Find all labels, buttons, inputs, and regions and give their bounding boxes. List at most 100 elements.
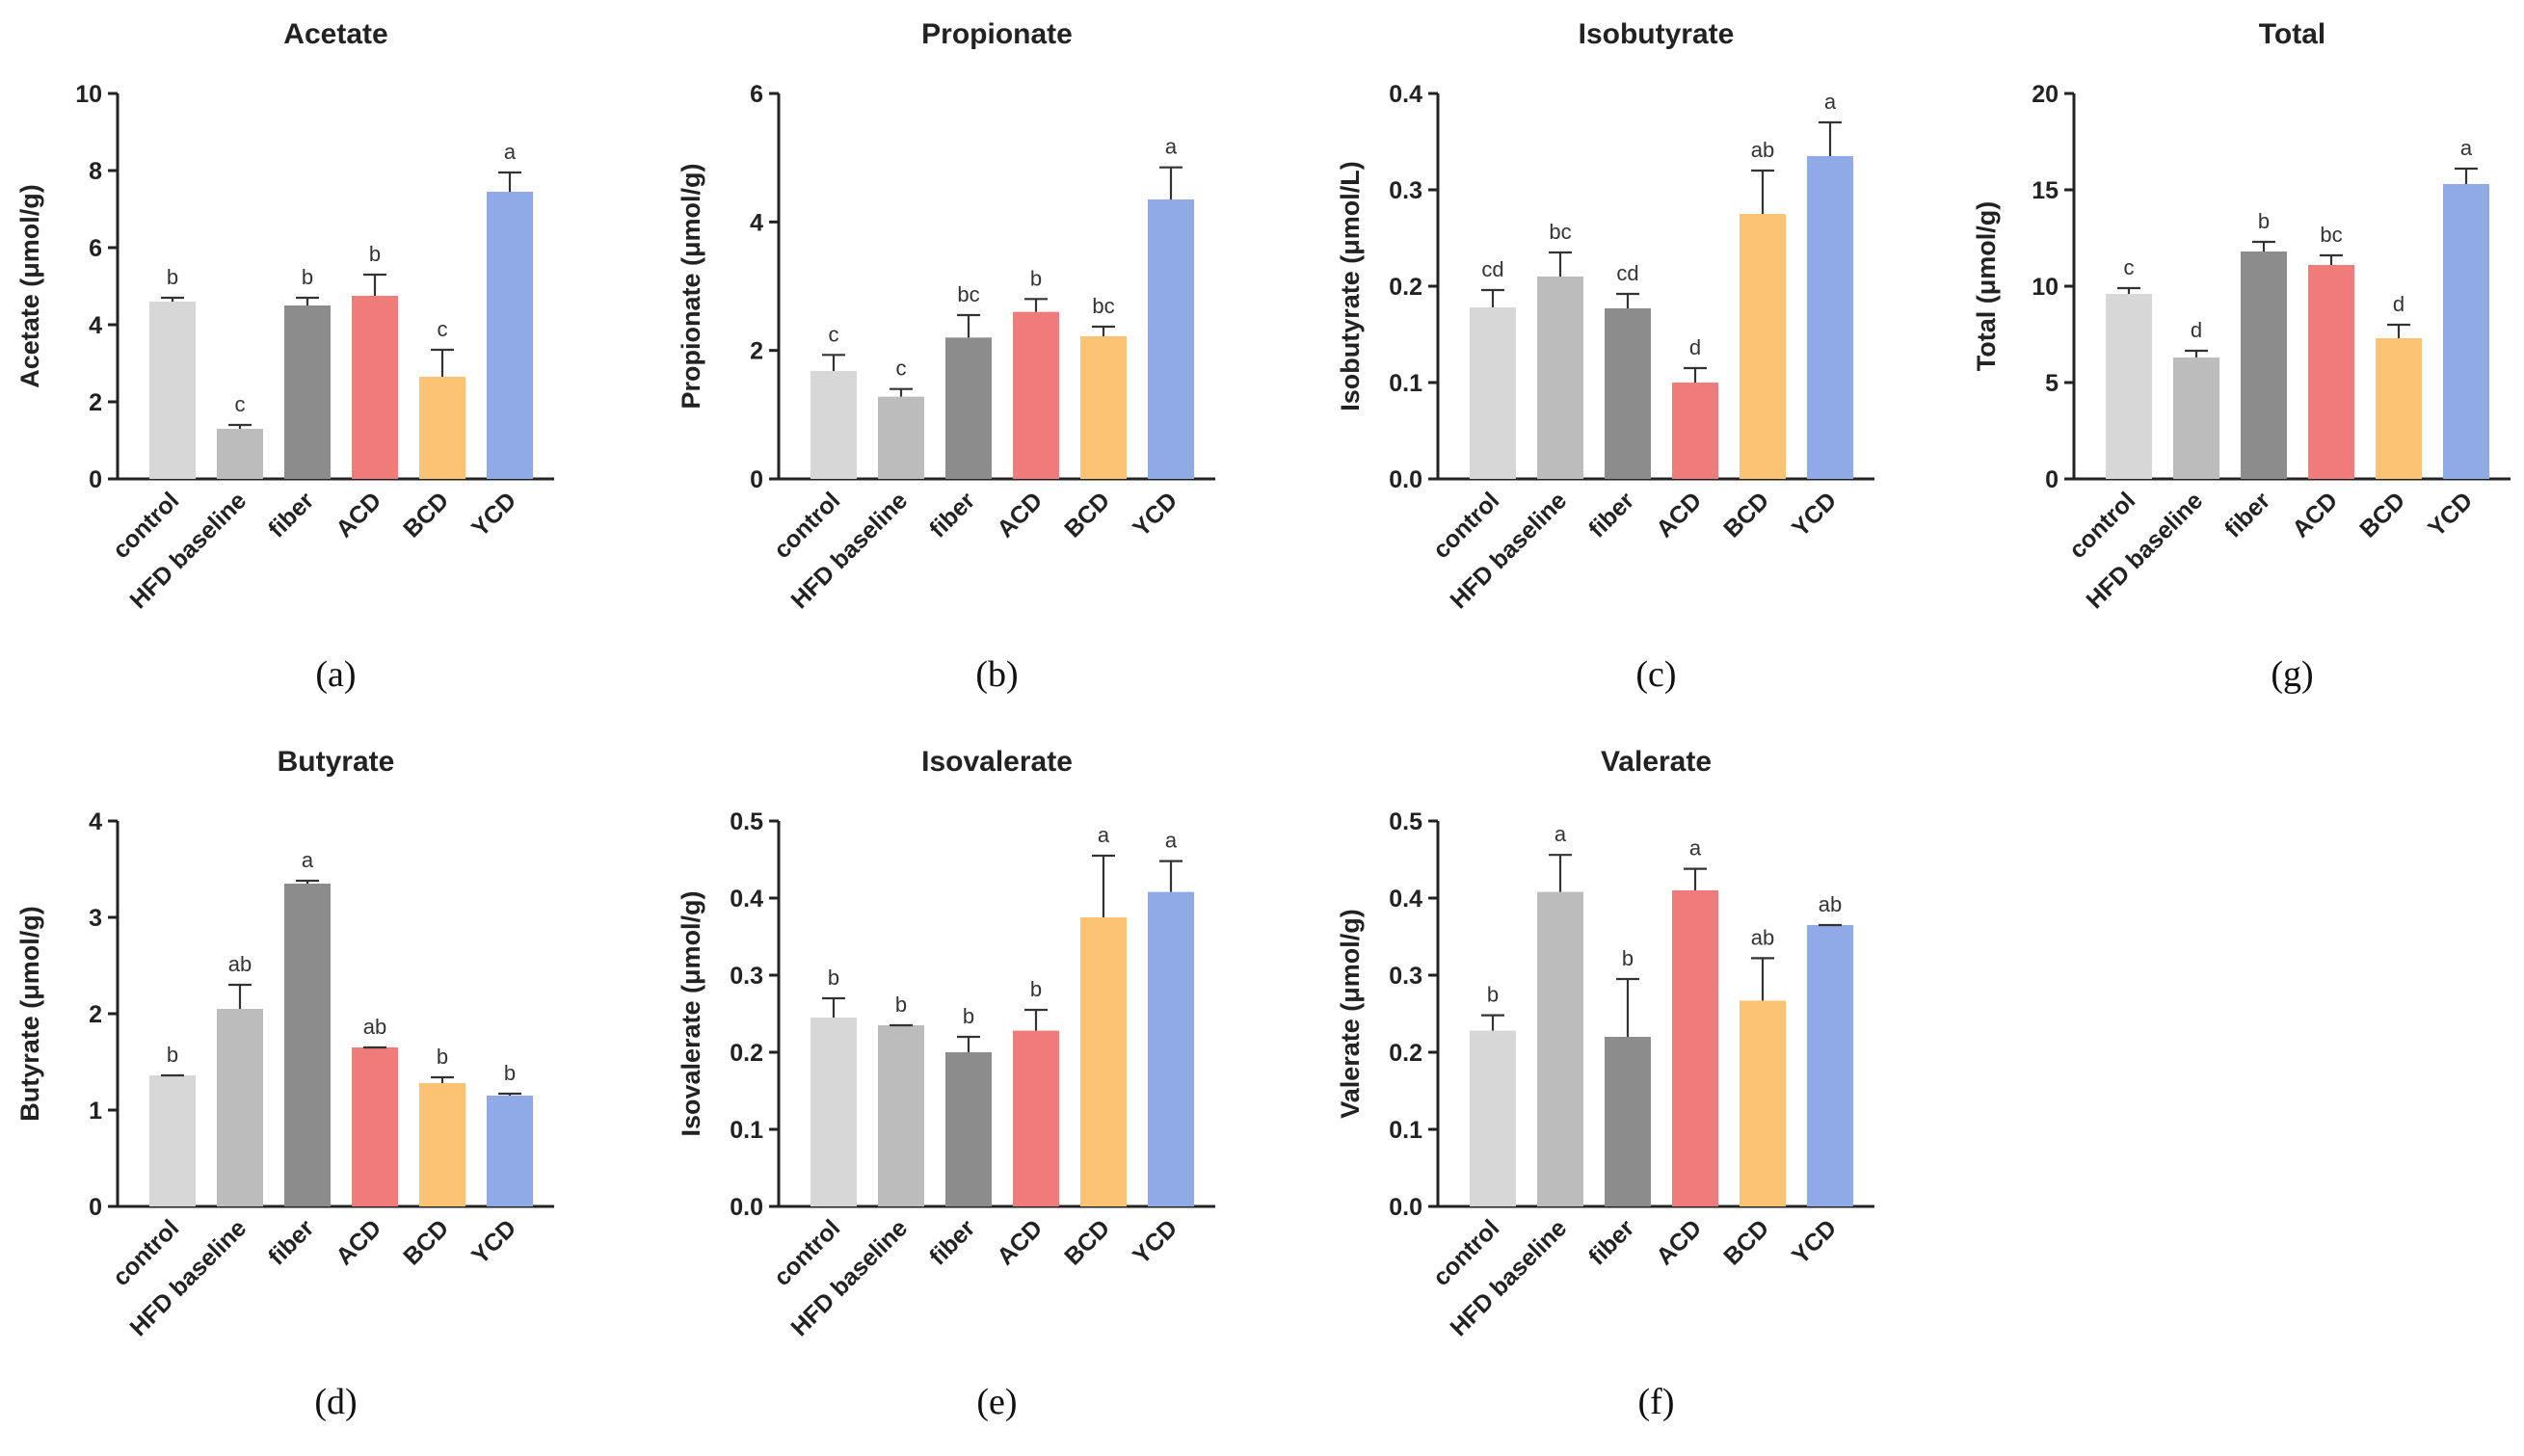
- y-axis-label-total: Total (μmol/g): [1972, 201, 2001, 372]
- bar-valerate-bcd: [1740, 1000, 1786, 1206]
- y-axis-label-valerate: Valerate (μmol/g): [1336, 909, 1365, 1119]
- significance-label: bc: [2320, 223, 2342, 247]
- x-tick-label: YCD: [1128, 487, 1182, 542]
- significance-label: cd: [1481, 257, 1503, 281]
- chart-valerate: Valerate 0.0 0.1 0.2 0.3 0.4 0.5 Valerate (μmol…: [1336, 746, 1874, 1422]
- chart-isovalerate: Isovalerate 0.0 0.1 0.2 0.3 0.4 0.5 Isovalerate…: [677, 746, 1215, 1422]
- significance-label: a: [1824, 90, 1837, 114]
- y-tick-label: 0.2: [730, 1040, 763, 1067]
- panel-label: (g): [2271, 654, 2313, 695]
- x-tick-label: HFD baseline: [1445, 1214, 1572, 1341]
- y-tick-label: 10: [75, 81, 102, 108]
- chart-title-acetate: Acetate: [283, 18, 387, 50]
- significance-label: b: [1030, 977, 1042, 1001]
- y-tick-label: 0.5: [730, 808, 763, 835]
- y-tick-label: 0: [89, 466, 102, 493]
- significance-label: ab: [1819, 892, 1842, 916]
- y-tick-label: 0: [2045, 466, 2059, 493]
- bar-total-ycd: [2443, 184, 2489, 479]
- significance-label: c: [235, 392, 246, 416]
- significance-label: bc: [957, 282, 979, 306]
- y-tick-label: 0.4: [1389, 886, 1422, 913]
- y-tick-label: 0.0: [1389, 1194, 1422, 1221]
- significance-label: b: [302, 265, 313, 289]
- y-tick-label: 20: [2032, 81, 2059, 108]
- significance-label: b: [963, 1004, 974, 1028]
- x-tick-label: ACD: [992, 1214, 1048, 1270]
- bar-total-hfd-baseline: [2173, 357, 2219, 479]
- x-tick-label: ACD: [331, 487, 386, 543]
- bar-propionate-ycd: [1148, 199, 1194, 479]
- bar-isovalerate-ycd: [1148, 891, 1194, 1206]
- bar-butyrate-bcd: [419, 1083, 465, 1206]
- y-tick-label: 4: [750, 209, 763, 236]
- significance-label: b: [504, 1061, 516, 1085]
- x-tick-label: ACD: [992, 487, 1048, 543]
- y-tick-label: 2: [750, 338, 763, 365]
- bar-acetate-fiber: [284, 305, 331, 479]
- y-axis-label-butyrate: Butyrate (μmol/g): [15, 906, 44, 1122]
- panel-label: (b): [975, 654, 1018, 695]
- y-tick-label: 0: [750, 466, 763, 493]
- significance-label: a: [2460, 136, 2473, 160]
- significance-label: a: [1554, 822, 1567, 846]
- panel-label: (f): [1638, 1382, 1675, 1422]
- bar-isovalerate-control: [810, 1018, 857, 1206]
- x-tick-label: HFD baseline: [785, 1214, 913, 1341]
- significance-label: c: [896, 357, 907, 381]
- significance-label: ab: [363, 1015, 386, 1039]
- bar-valerate-ycd: [1807, 925, 1853, 1206]
- x-tick-label: YCD: [1787, 487, 1842, 542]
- x-tick-label: ACD: [1651, 487, 1707, 543]
- x-tick-label: BCD: [1718, 487, 1774, 543]
- bar-acetate-bcd: [419, 377, 465, 479]
- y-tick-label: 4: [89, 312, 102, 339]
- y-tick-label: 0.1: [1389, 1117, 1422, 1144]
- x-tick-label: HFD baseline: [2081, 487, 2208, 614]
- x-tick-label: BCD: [2354, 487, 2410, 543]
- y-tick-label: 5: [2045, 370, 2059, 397]
- bar-propionate-control: [810, 371, 857, 479]
- x-tick-label: fiber: [924, 1214, 980, 1270]
- x-tick-label: BCD: [1059, 487, 1115, 543]
- significance-label: a: [504, 140, 517, 164]
- x-tick-label: ACD: [1651, 1214, 1707, 1270]
- significance-label: a: [302, 848, 314, 872]
- significance-label: b: [167, 265, 178, 289]
- significance-label: d: [1689, 335, 1701, 359]
- y-tick-label: 0.0: [730, 1194, 763, 1221]
- y-tick-label: 10: [2032, 274, 2059, 301]
- x-tick-label: fiber: [263, 487, 319, 543]
- y-tick-label: 0: [89, 1194, 102, 1221]
- x-tick-label: BCD: [398, 487, 454, 543]
- chart-title-valerate: Valerate: [1601, 746, 1712, 778]
- y-axis-label-isobutyrate: Isobutyrate (μmol/L): [1336, 161, 1365, 411]
- bar-isovalerate-acd: [1013, 1030, 1059, 1206]
- panel-label: (c): [1635, 654, 1676, 695]
- y-tick-label: 0.0: [1389, 466, 1422, 493]
- x-tick-label: fiber: [924, 487, 980, 543]
- significance-label: b: [828, 966, 839, 990]
- y-tick-label: 0.3: [730, 963, 763, 990]
- y-axis-label-propionate: Propionate (μmol/g): [677, 163, 705, 409]
- bar-butyrate-hfd-baseline: [217, 1009, 263, 1206]
- y-tick-label: 6: [750, 81, 763, 108]
- bar-valerate-acd: [1672, 890, 1718, 1206]
- bar-isobutyrate-hfd-baseline: [1537, 277, 1583, 479]
- y-tick-label: 0.1: [1389, 370, 1422, 397]
- y-tick-label: 0.2: [1389, 1040, 1422, 1067]
- x-tick-label: HFD baseline: [124, 487, 252, 614]
- x-tick-label: HFD baseline: [1445, 487, 1572, 614]
- significance-label: b: [437, 1045, 448, 1069]
- x-tick-label: HFD baseline: [124, 1214, 252, 1341]
- x-tick-label: fiber: [1583, 1214, 1639, 1270]
- significance-label: b: [1622, 946, 1634, 970]
- panel-label: (d): [314, 1382, 357, 1422]
- significance-label: a: [1165, 135, 1178, 159]
- bar-isobutyrate-fiber: [1605, 308, 1651, 479]
- y-tick-label: 3: [89, 905, 102, 932]
- x-tick-label: ACD: [331, 1214, 386, 1270]
